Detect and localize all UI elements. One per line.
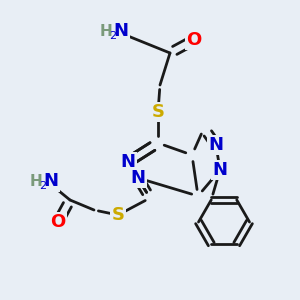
Text: O: O [50, 213, 66, 231]
Text: N: N [113, 22, 128, 40]
Text: S: S [112, 206, 124, 224]
Text: N: N [208, 136, 224, 154]
Text: N: N [212, 161, 227, 179]
Text: 2: 2 [109, 31, 116, 40]
Text: H: H [100, 24, 112, 39]
Text: N: N [44, 172, 59, 190]
Text: N: N [130, 169, 146, 187]
Text: O: O [186, 31, 202, 49]
Text: S: S [152, 103, 164, 121]
Text: H: H [30, 174, 42, 189]
Text: 2: 2 [39, 181, 46, 190]
Text: N: N [121, 153, 136, 171]
